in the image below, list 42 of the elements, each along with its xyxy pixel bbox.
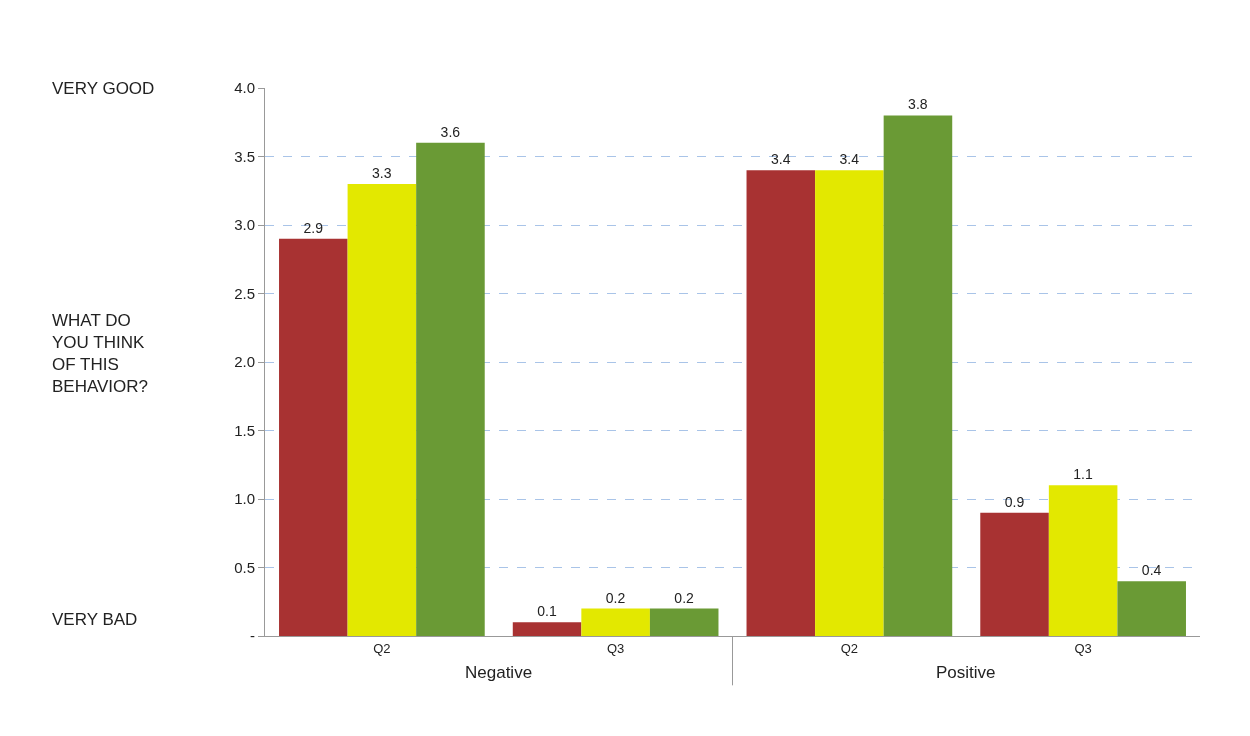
data-label: 0.4: [1141, 562, 1162, 579]
bar: [1048, 485, 1118, 636]
bar: [581, 608, 650, 636]
data-label: 0.2: [674, 589, 695, 606]
data-label: 0.9: [1004, 493, 1025, 510]
y-tick-label: -: [250, 627, 255, 645]
data-label: 2.9: [303, 219, 324, 236]
x-tick-label: Q2: [373, 640, 391, 656]
y-tick-label: 1.5: [234, 421, 255, 439]
text: Negative: [465, 663, 533, 682]
text: Positive: [936, 663, 996, 682]
y-tick-label: 2.0: [234, 353, 255, 371]
y-tick-label: 3.0: [234, 216, 255, 234]
y-tick-label: 2.5: [234, 284, 255, 302]
bar: [746, 170, 816, 636]
text: VERY BAD: [52, 610, 138, 629]
data-label: 3.4: [839, 151, 860, 168]
bar: [1117, 581, 1186, 636]
data-label: 3.8: [908, 96, 928, 113]
data-label: 3.3: [372, 164, 392, 181]
y-tick-label: 0.5: [234, 558, 255, 576]
bar: [416, 142, 485, 636]
data-label: 0.2: [605, 589, 626, 606]
y-tick-label: 3.5: [234, 147, 255, 165]
data-label: 3.6: [440, 123, 461, 140]
x-tick-label: Q2: [840, 640, 859, 656]
y-tick-label: 4.0: [234, 79, 255, 97]
data-label: 0.1: [537, 603, 557, 620]
data-label: 3.4: [770, 151, 791, 168]
data-label: 1.1: [1073, 466, 1093, 483]
bar: [649, 608, 719, 636]
text: WHAT DO YOU THINK OF THIS BEHAVIOR?: [52, 311, 149, 397]
text: VERY GOOD: [52, 79, 155, 98]
y-tick-label: 1.0: [234, 490, 255, 508]
bar: [512, 622, 582, 636]
bar: [883, 115, 953, 636]
x-tick-label: Q3: [1074, 640, 1092, 656]
x-tick-label: Q3: [606, 640, 625, 656]
bar: [347, 183, 417, 636]
bar: [980, 512, 1049, 636]
bar: [815, 170, 884, 636]
bar: [279, 238, 348, 636]
